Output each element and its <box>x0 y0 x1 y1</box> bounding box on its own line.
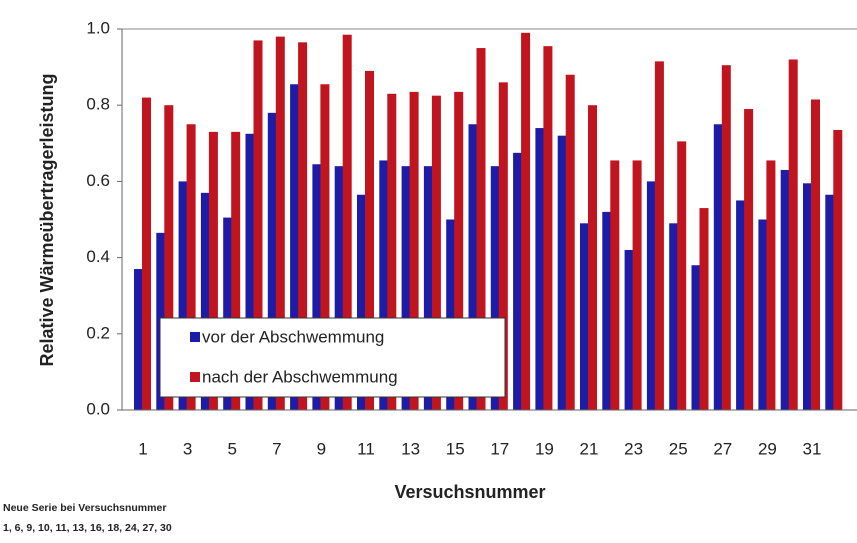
y-axis-title: Relative Wärmeübertragerleistung <box>37 73 57 366</box>
legend-swatch <box>190 332 200 342</box>
bar <box>535 128 545 410</box>
bar <box>142 97 151 410</box>
bar <box>788 59 798 410</box>
bar <box>365 70 374 410</box>
bar <box>409 91 419 411</box>
x-tick-label: 15 <box>446 439 465 458</box>
bar <box>267 112 277 410</box>
bar <box>654 61 664 410</box>
legend-label: nach der Abschwemmung <box>202 367 398 386</box>
bar <box>312 164 322 410</box>
bar <box>699 208 709 410</box>
bar <box>557 135 567 410</box>
y-tick-label: 0.0 <box>86 399 110 418</box>
bar <box>691 265 701 410</box>
footnote: Neue Serie bei Versuchsnummer <box>3 502 166 514</box>
bar <box>275 36 285 411</box>
bar <box>744 109 754 410</box>
bar <box>231 131 241 410</box>
bar <box>758 219 768 410</box>
bar <box>624 249 634 410</box>
bar <box>580 223 589 410</box>
x-tick-label: 9 <box>317 439 326 458</box>
bar <box>423 166 433 410</box>
bar <box>498 82 508 410</box>
bar <box>320 84 330 411</box>
bar <box>602 211 612 410</box>
bar <box>713 124 723 410</box>
y-tick-label: 0.8 <box>86 95 110 114</box>
bar <box>200 192 210 410</box>
y-tick-label: 0.2 <box>86 323 110 342</box>
bar <box>780 169 790 410</box>
bar <box>186 124 196 410</box>
bar <box>513 152 523 410</box>
y-tick-label: 0.6 <box>86 171 110 190</box>
bar <box>669 223 679 410</box>
bar <box>387 93 397 411</box>
bar <box>476 48 486 411</box>
bar <box>721 65 731 410</box>
x-tick-label: 31 <box>803 439 822 458</box>
bar <box>632 160 642 410</box>
bar <box>646 181 656 410</box>
bar <box>811 99 820 411</box>
x-tick-label: 1 <box>138 439 147 458</box>
bar <box>431 95 441 411</box>
bar <box>521 32 531 411</box>
legend-box <box>159 317 506 398</box>
bar <box>588 105 597 410</box>
x-tick-label: 25 <box>669 439 688 458</box>
bar <box>223 217 233 410</box>
bar <box>766 160 776 410</box>
bar <box>736 200 746 410</box>
x-axis-title: Versuchsnummer <box>394 482 545 502</box>
bar <box>833 129 843 410</box>
bar <box>468 124 478 410</box>
bar <box>401 166 411 410</box>
legend-label: vor der Abschwemmung <box>202 327 384 346</box>
bar <box>454 91 464 411</box>
y-tick-label: 0.4 <box>86 247 110 266</box>
bar <box>178 181 188 410</box>
x-tick-label: 11 <box>357 439 375 458</box>
bar <box>677 141 687 410</box>
x-tick-label: 5 <box>227 439 236 458</box>
bar <box>825 194 835 410</box>
footnote: 1, 6, 9, 10, 11, 13, 16, 18, 24, 27, 30 <box>3 522 172 534</box>
x-tick-label: 7 <box>272 439 281 458</box>
legend-swatch <box>190 372 200 382</box>
x-tick-label: 17 <box>490 439 509 458</box>
bar <box>379 160 389 410</box>
bar <box>164 105 174 410</box>
bar <box>208 131 218 410</box>
x-tick-label: 3 <box>183 439 192 458</box>
x-tick-label: 23 <box>624 439 643 458</box>
bar <box>253 40 263 411</box>
x-tick-label: 29 <box>758 439 777 458</box>
y-tick-label: 1.0 <box>86 18 110 37</box>
bar <box>803 183 812 410</box>
bar <box>290 84 300 411</box>
bar <box>610 160 620 410</box>
bar <box>134 269 143 410</box>
bar <box>342 34 352 411</box>
bar <box>298 42 308 411</box>
bar <box>334 166 344 410</box>
x-tick-label: 21 <box>580 439 599 458</box>
x-tick-label: 19 <box>535 439 554 458</box>
bar <box>446 219 456 410</box>
bar <box>490 166 500 410</box>
bar <box>543 46 553 411</box>
bar <box>245 133 255 410</box>
x-tick-label: 13 <box>401 439 420 458</box>
bar <box>357 194 366 410</box>
bar <box>565 74 575 410</box>
x-tick-label: 27 <box>713 439 732 458</box>
